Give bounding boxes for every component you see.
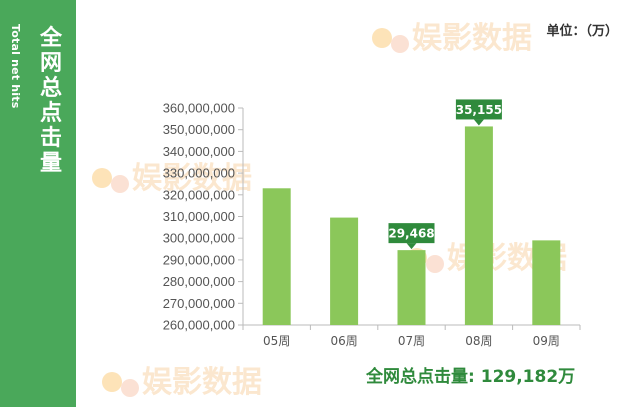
y-tick-label: 280,000,000 bbox=[163, 274, 235, 289]
y-tick-label: 340,000,000 bbox=[163, 144, 235, 159]
side-title-char: 点 bbox=[39, 101, 62, 126]
value-callout-label: 29,468 bbox=[388, 227, 434, 241]
bar-series bbox=[262, 126, 561, 325]
bar bbox=[397, 250, 426, 325]
value-callout-box bbox=[455, 99, 502, 120]
y-tick-label: 350,000,000 bbox=[163, 122, 235, 137]
y-tick-label: 330,000,000 bbox=[163, 166, 235, 181]
watermark-text: 娱影数据 bbox=[412, 21, 532, 56]
watermark-logo-dot bbox=[391, 35, 409, 53]
y-tick-label: 270,000,000 bbox=[163, 296, 235, 311]
x-tick-label: 06周 bbox=[330, 334, 357, 348]
total-summary: 全网总点击量: 129,182万 bbox=[366, 362, 575, 387]
watermark-logo-dot bbox=[426, 255, 444, 273]
x-tick-label: 08周 bbox=[465, 334, 492, 348]
watermark-text: 娱影数据 bbox=[132, 161, 252, 196]
side-title-char: 总 bbox=[39, 76, 62, 101]
y-tick-label: 260,000,000 bbox=[163, 318, 235, 333]
side-title-char: 全 bbox=[39, 26, 62, 51]
watermark-logo-dot bbox=[111, 175, 129, 193]
value-callout-label: 35,155 bbox=[456, 103, 502, 117]
callout-layer: 29,468 35,155 bbox=[388, 99, 502, 250]
total-value: 129,182万 bbox=[480, 367, 576, 387]
side-subtitle: Total net hits bbox=[9, 24, 22, 109]
x-tick-label: 09周 bbox=[533, 334, 560, 348]
y-tick-label: 290,000,000 bbox=[163, 252, 235, 267]
watermark-logo-dot bbox=[372, 28, 392, 48]
value-callout-pointer bbox=[473, 119, 484, 126]
side-title-char: 网 bbox=[39, 51, 62, 76]
side-panel: 全 网 总 点 击 量 Total net hits bbox=[0, 0, 76, 407]
watermark-logo-dot bbox=[92, 168, 112, 188]
unit-label: 单位：（万） bbox=[546, 24, 618, 39]
bar bbox=[532, 240, 561, 325]
total-label: 全网总点击量: bbox=[366, 367, 475, 387]
value-callout-box bbox=[388, 223, 435, 244]
x-tick-label: 07周 bbox=[398, 334, 425, 348]
value-callout-pointer bbox=[406, 243, 417, 250]
bar bbox=[330, 217, 359, 325]
x-tick-label: 05周 bbox=[263, 334, 290, 348]
x-axis: 05周 06周 07周 08周 09周 bbox=[242, 324, 581, 348]
side-title: 全 网 总 点 击 量 bbox=[36, 26, 66, 176]
side-title-char: 击 bbox=[39, 126, 62, 151]
bar bbox=[464, 126, 493, 325]
watermark-logo-dot bbox=[121, 379, 139, 397]
y-tick-label: 320,000,000 bbox=[163, 187, 235, 202]
bar bbox=[262, 188, 291, 325]
y-axis: 260,000,000 270,000,000 280,000,000 290,000… bbox=[163, 101, 244, 333]
watermark-logo-dot bbox=[102, 372, 122, 392]
y-tick-label: 300,000,000 bbox=[163, 231, 235, 246]
y-tick-label: 310,000,000 bbox=[163, 209, 235, 224]
side-title-char: 量 bbox=[39, 151, 62, 176]
watermark-text: 娱影数据 bbox=[142, 365, 262, 400]
y-tick-label: 360,000,000 bbox=[163, 101, 235, 116]
